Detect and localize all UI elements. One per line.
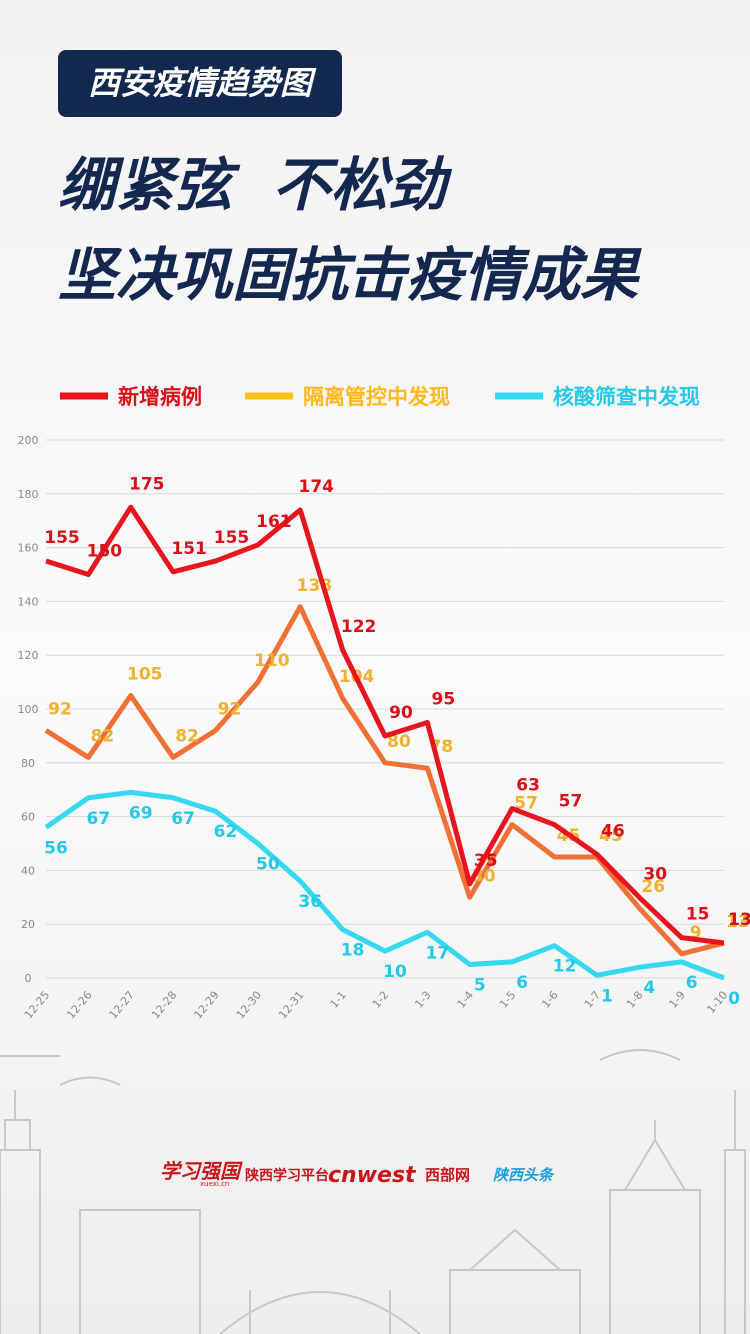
- logo: 西部网: [425, 1166, 470, 1184]
- series-line: [44, 789, 725, 981]
- data-label: 50: [256, 855, 280, 875]
- y-tick-label: 160: [18, 542, 39, 555]
- data-label: 46: [601, 821, 625, 841]
- data-label: 110: [254, 651, 290, 671]
- data-label: 45: [599, 826, 623, 846]
- data-label: 82: [175, 726, 199, 746]
- data-label: 67: [87, 809, 111, 829]
- data-label: 9: [690, 923, 702, 943]
- y-tick-label: 80: [21, 757, 35, 770]
- data-label: 13: [728, 910, 750, 930]
- data-label: 69: [129, 803, 153, 823]
- data-label: 56: [44, 838, 68, 858]
- data-label: 5: [474, 976, 486, 996]
- headline: 绷紧弦 不松劲: [58, 151, 452, 219]
- data-label: 57: [559, 792, 583, 812]
- data-label: 30: [643, 864, 667, 884]
- data-label: 67: [171, 809, 195, 829]
- data-label: 4: [643, 978, 655, 998]
- legend-label: 新增病例: [118, 385, 202, 409]
- logo: 陕西学习平台: [245, 1167, 329, 1184]
- series-line: [44, 604, 725, 957]
- logo: 学习强国: [160, 1159, 243, 1183]
- data-label: 90: [389, 703, 413, 723]
- legend-label: 核酸筛查中发现: [553, 385, 700, 409]
- headline: 坚决巩固抗击疫情成果: [58, 241, 642, 309]
- data-label: 155: [214, 528, 250, 548]
- data-label: 15: [686, 905, 710, 925]
- data-label: 36: [298, 892, 322, 912]
- data-label: 105: [127, 665, 163, 685]
- data-label: 10: [383, 962, 407, 982]
- data-label: 151: [171, 539, 207, 559]
- data-label: 150: [87, 542, 123, 562]
- data-label: 17: [426, 943, 450, 963]
- data-label: 12: [553, 957, 577, 977]
- data-label: 92: [218, 700, 242, 720]
- skyline: [0, 1049, 746, 1334]
- y-tick-label: 140: [18, 595, 39, 608]
- data-label: 6: [516, 973, 528, 993]
- data-label: 26: [641, 877, 665, 897]
- data-label: 0: [728, 989, 740, 1009]
- data-label: 35: [474, 851, 498, 871]
- data-label: 6: [686, 973, 698, 993]
- y-tick-label: 180: [18, 488, 39, 501]
- data-label: 161: [256, 512, 292, 532]
- data-label: 92: [48, 700, 72, 720]
- y-tick-label: 60: [21, 811, 35, 824]
- badge-box: [58, 50, 342, 117]
- data-label: 1: [601, 986, 613, 1006]
- y-tick-label: 100: [18, 703, 39, 716]
- logo: cnwest: [328, 1163, 417, 1188]
- data-label: 63: [516, 776, 540, 796]
- y-tick-label: 0: [25, 972, 32, 985]
- data-label: 175: [129, 474, 165, 494]
- data-label: 13: [726, 912, 750, 932]
- data-label: 174: [299, 477, 335, 497]
- y-tick-label: 200: [18, 434, 39, 447]
- legend-label: 隔离管控中发现: [303, 385, 450, 409]
- y-tick-label: 20: [21, 918, 35, 931]
- badge: 西安疫情趋势图: [88, 64, 317, 102]
- y-tick-label: 120: [18, 649, 39, 662]
- y-tick-label: 40: [21, 864, 35, 877]
- series-line: [45, 504, 725, 946]
- data-label: 155: [44, 528, 80, 548]
- data-label: 82: [91, 726, 115, 746]
- data-label: 80: [387, 732, 411, 752]
- data-label: 57: [514, 794, 538, 814]
- data-label: 95: [432, 689, 456, 709]
- data-label: 122: [341, 617, 377, 637]
- data-label: 18: [341, 941, 365, 961]
- data-label: 62: [214, 822, 238, 842]
- logo: 陕西头条: [493, 1166, 555, 1184]
- logo: xuexi.cn: [200, 1180, 229, 1188]
